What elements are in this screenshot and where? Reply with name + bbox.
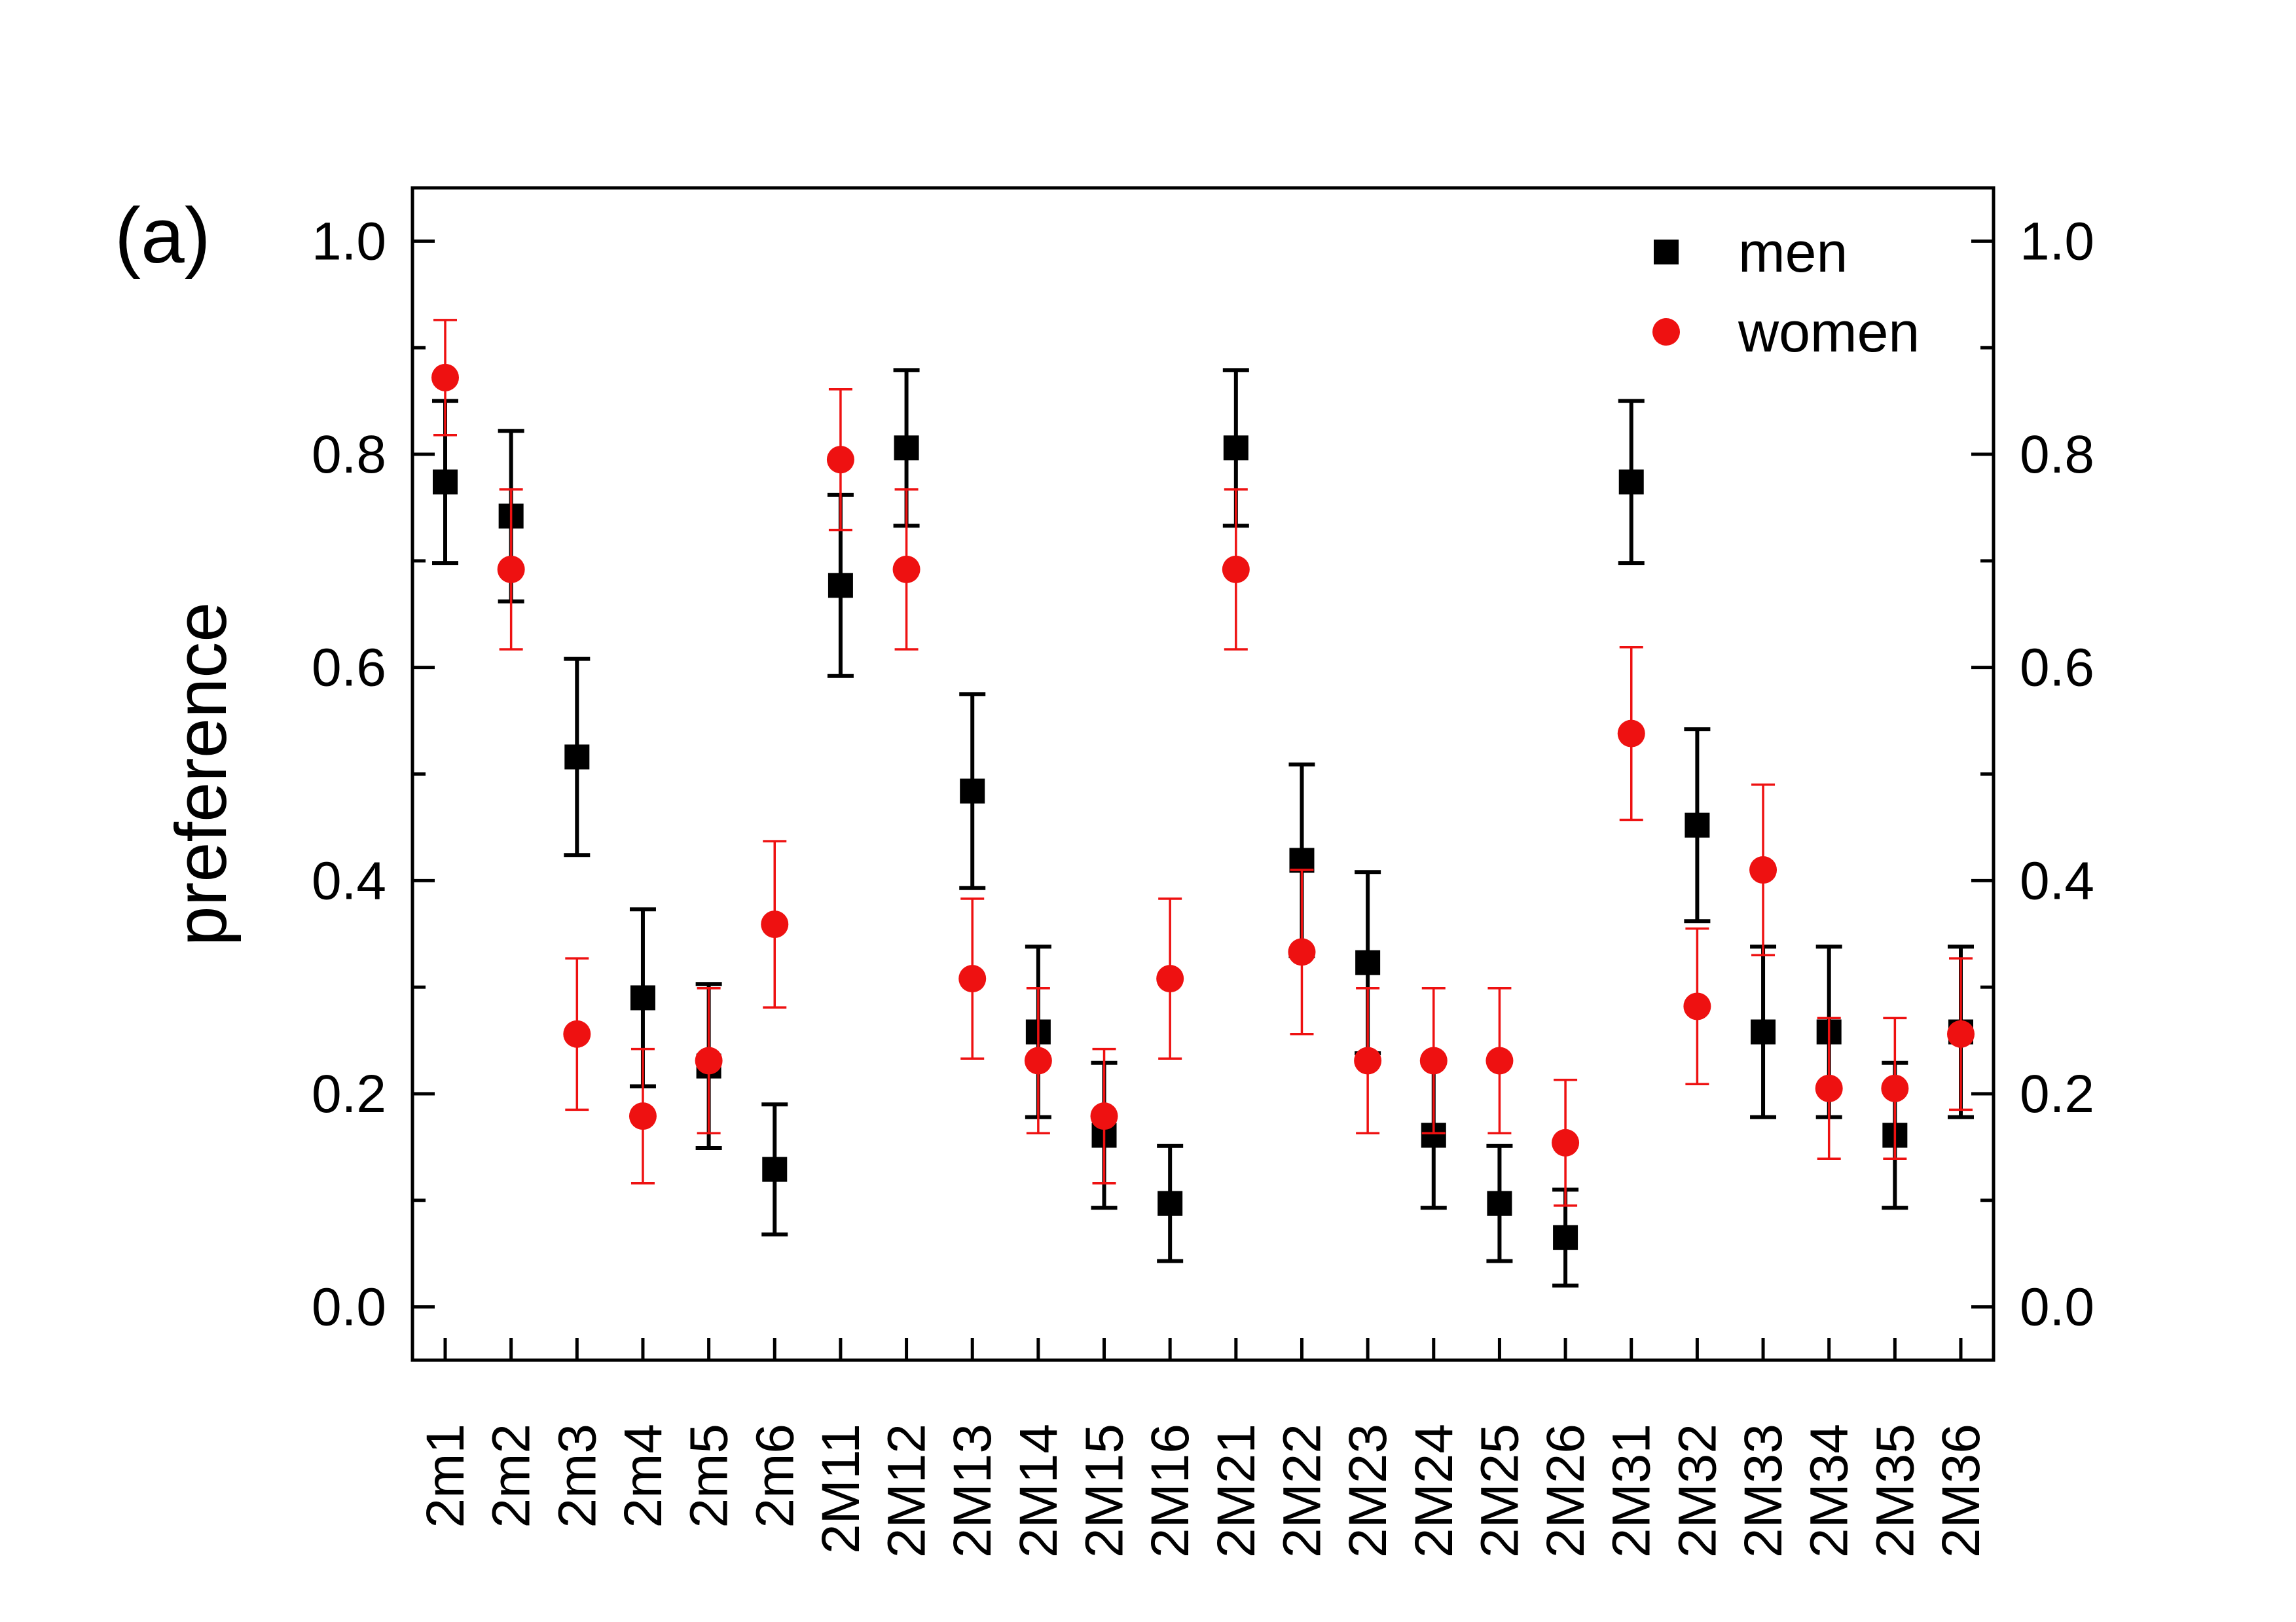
women-point <box>497 555 525 583</box>
legend-label-women: women <box>1738 301 1920 364</box>
women-point <box>958 965 987 993</box>
x-tick-label: 2m4 <box>613 1424 673 1528</box>
y-tick-label-left: 0.4 <box>312 851 386 910</box>
women-point <box>826 446 854 474</box>
men-point <box>1223 435 1248 461</box>
y-tick-label-left: 1.0 <box>312 211 386 271</box>
x-tick-label: 2M12 <box>877 1424 937 1558</box>
y-axis-label: preference <box>161 602 242 946</box>
y-tick-label-left: 0.2 <box>312 1064 386 1124</box>
legend-label-men: men <box>1738 221 1848 284</box>
women-point <box>629 1102 657 1130</box>
women-point <box>1485 1047 1514 1075</box>
men-point <box>630 985 655 1011</box>
women-point <box>1815 1074 1843 1102</box>
x-tick-label: 2M14 <box>1009 1424 1068 1558</box>
men-point <box>564 744 590 770</box>
men-point <box>762 1157 788 1182</box>
x-tick-label: 2M36 <box>1931 1424 1991 1558</box>
women-point <box>1947 1020 1975 1048</box>
x-tick-label: 2M15 <box>1075 1424 1135 1558</box>
x-tick-label: 2m1 <box>416 1424 475 1528</box>
y-tick-label-right: 0.0 <box>2020 1278 2094 1337</box>
x-tick-label: 2M33 <box>1734 1424 1793 1558</box>
men-point <box>1289 848 1315 873</box>
women-point <box>892 555 920 583</box>
x-tick-label: 2M21 <box>1207 1424 1266 1558</box>
women-point <box>1617 719 1645 748</box>
women-point <box>1288 938 1316 966</box>
legend-marker-men <box>1654 240 1679 264</box>
women-point <box>1156 965 1184 993</box>
men-point <box>433 469 458 495</box>
women-point <box>1354 1047 1382 1075</box>
men-point <box>960 778 985 804</box>
women-point <box>761 910 789 939</box>
women-point <box>1024 1047 1052 1075</box>
women-point <box>1552 1128 1580 1157</box>
x-tick-label: 2M34 <box>1800 1424 1859 1558</box>
x-tick-label: 2M22 <box>1272 1424 1332 1558</box>
y-tick-label-right: 0.6 <box>2020 638 2094 698</box>
women-point <box>1881 1074 1909 1102</box>
women-point <box>431 363 459 391</box>
y-tick-label-left: 0.6 <box>312 638 386 698</box>
x-tick-label: 2m3 <box>547 1424 607 1528</box>
x-tick-label: 2m2 <box>482 1424 541 1528</box>
y-tick-label-right: 0.4 <box>2020 851 2094 910</box>
men-point <box>828 573 853 598</box>
women-point <box>1419 1047 1448 1075</box>
men-point <box>1487 1191 1512 1216</box>
men-point <box>1157 1191 1183 1216</box>
y-tick-label-right: 1.0 <box>2020 211 2094 271</box>
y-tick-label-left: 0.8 <box>312 425 386 484</box>
x-tick-label: 2m5 <box>680 1424 739 1528</box>
x-tick-label: 2M31 <box>1602 1424 1662 1558</box>
men-point <box>1618 469 1644 495</box>
panel-label: (a) <box>115 192 211 279</box>
women-point <box>695 1047 723 1075</box>
women-point <box>1683 992 1711 1020</box>
men-point <box>1685 812 1710 838</box>
men-point <box>1553 1225 1578 1250</box>
women-point <box>1222 555 1250 583</box>
x-tick-label: 2M16 <box>1140 1424 1200 1558</box>
legend-marker-women <box>1652 318 1680 346</box>
men-point <box>1751 1019 1776 1045</box>
y-tick-label-left: 0.0 <box>312 1278 386 1337</box>
x-tick-label: 2M25 <box>1470 1424 1529 1558</box>
x-tick-label: 2M11 <box>811 1424 871 1554</box>
y-tick-label-right: 0.8 <box>2020 425 2094 484</box>
women-point <box>1090 1102 1118 1130</box>
x-tick-label: 2M26 <box>1536 1424 1595 1558</box>
men-point <box>1355 950 1381 975</box>
women-point <box>1749 856 1777 884</box>
x-tick-label: 2M32 <box>1667 1424 1727 1558</box>
x-tick-label: 2m6 <box>745 1424 805 1528</box>
x-tick-label: 2M24 <box>1404 1424 1464 1558</box>
x-tick-label: 2M13 <box>943 1424 1002 1558</box>
y-tick-label-right: 0.2 <box>2020 1064 2094 1124</box>
x-tick-label: 2M23 <box>1338 1424 1398 1558</box>
men-point <box>894 435 919 461</box>
women-point <box>563 1020 591 1048</box>
x-tick-label: 2M35 <box>1865 1424 1925 1558</box>
